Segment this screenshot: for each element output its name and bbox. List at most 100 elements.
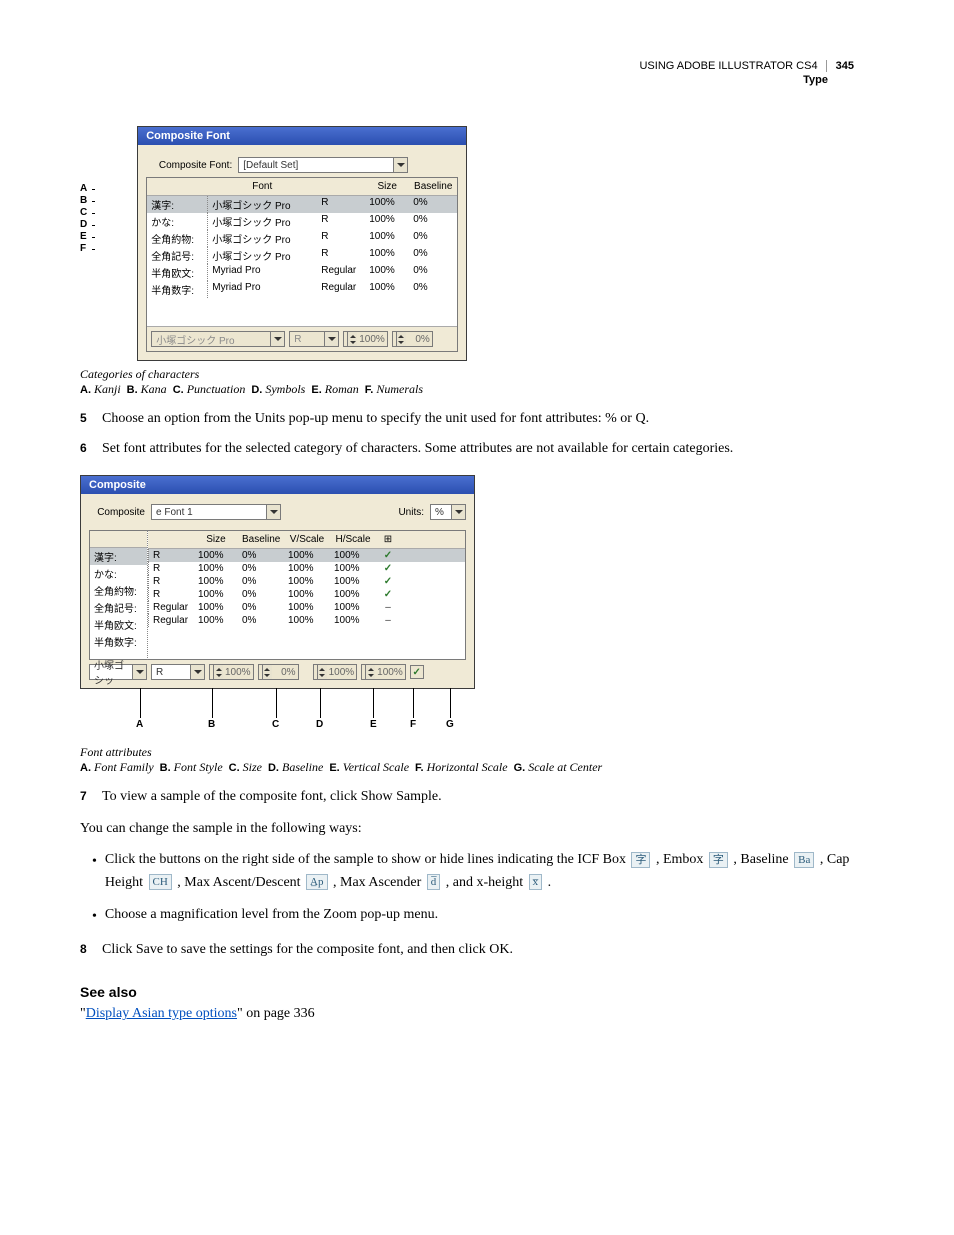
spinner-up-icon[interactable] — [213, 665, 223, 672]
table-row[interactable]: R100%0%100%100%✓ — [148, 562, 465, 575]
spinner-up-icon[interactable] — [365, 665, 375, 672]
caption1: Categories of characters A. Kanji B. Kan… — [80, 367, 874, 397]
vscale-cell: 100% — [284, 601, 330, 614]
hscale-cell: 100% — [330, 614, 376, 627]
spinner-up-icon[interactable] — [262, 665, 272, 672]
composite-font-combo-2[interactable]: e Font 1 — [151, 504, 281, 520]
size-cell: 100% — [365, 247, 409, 264]
scale-center-cell: ✓ — [376, 549, 400, 562]
category-cell[interactable]: かな: — [90, 565, 147, 582]
chevron-down-icon[interactable] — [190, 665, 204, 679]
spinner-down-icon[interactable] — [396, 339, 406, 346]
scale-center-checkbox[interactable]: ✓ — [410, 665, 424, 679]
step-8: 8 Click Save to save the settings for th… — [80, 942, 874, 958]
chevron-down-icon[interactable] — [266, 505, 280, 519]
callout2-g: G — [446, 719, 454, 730]
callout2-f: F — [410, 719, 416, 730]
scale-center-cell: ✓ — [376, 575, 400, 588]
size-cell: 100% — [365, 230, 409, 247]
table-row[interactable]: 半角欧文:Myriad ProRegular100%0% — [147, 264, 457, 281]
spinner-up-icon[interactable] — [317, 665, 327, 672]
bullet2-text: Choose a magnification level from the Zo… — [105, 904, 438, 928]
col-baseline: Baseline — [409, 180, 457, 193]
category-cell: 半角欧文: — [147, 264, 207, 281]
grid2-left-categories: 漢字:かな:全角約物:全角記号:半角欧文:半角数字: — [89, 530, 147, 660]
category-cell: 全角約物: — [147, 230, 207, 247]
size-cell: 100% — [365, 213, 409, 230]
size-cell: 100% — [194, 562, 238, 575]
category-cell[interactable]: 半角欧文: — [90, 616, 147, 633]
font-style-combo-2[interactable]: R — [151, 664, 205, 680]
composite-label: Composite — [89, 507, 145, 518]
scale-center-cell: ✓ — [376, 562, 400, 575]
callout2-c: C — [272, 719, 279, 730]
style-cell: R — [148, 562, 194, 575]
composite-font-combo[interactable]: [Default Set] — [238, 157, 408, 173]
table-row[interactable]: かな:小塚ゴシック ProR100%0% — [147, 213, 457, 230]
category-cell[interactable]: 全角約物: — [90, 582, 147, 599]
table-row[interactable]: R100%0%100%100%✓ — [148, 549, 465, 562]
table-row[interactable]: 全角記号:小塚ゴシック ProR100%0% — [147, 247, 457, 264]
spinner-down-icon[interactable] — [365, 672, 375, 679]
see-also-link[interactable]: Display Asian type options — [86, 1006, 237, 1021]
baseline-spinner[interactable]: 0% — [392, 331, 433, 347]
category-cell[interactable]: 半角数字: — [90, 633, 147, 650]
baseline-spinner-2[interactable]: 0% — [258, 664, 299, 680]
font-style-combo[interactable]: R — [289, 331, 339, 347]
body-paragraph-1: You can change the sample in the followi… — [80, 819, 874, 839]
callout-a: A — [80, 183, 87, 195]
baseline-cell: 0% — [238, 588, 284, 601]
spinner-down-icon[interactable] — [213, 672, 223, 679]
font-family-combo[interactable]: 小塚ゴシック Pro — [151, 331, 285, 347]
step-6: 6 Set font attributes for the selected c… — [80, 441, 874, 457]
header-section: Type — [80, 74, 854, 86]
fig2-callouts: A B C D E F G — [80, 689, 475, 739]
table-row[interactable]: Regular100%0%100%100%– — [148, 614, 465, 627]
bullet-1: • Click the buttons on the right side of… — [92, 849, 874, 894]
grid2-main: Size Baseline V/Scale H/Scale ⊞ R100%0%1… — [147, 530, 466, 660]
grid1-body: 漢字:小塚ゴシック ProR100%0%かな:小塚ゴシック ProR100%0%… — [147, 196, 457, 326]
chevron-down-icon[interactable] — [324, 332, 338, 346]
category-cell[interactable]: 漢字: — [90, 548, 147, 565]
hscale-spinner[interactable]: 100% — [361, 664, 406, 680]
spinner-down-icon[interactable] — [262, 672, 272, 679]
grid2-header: Size Baseline V/Scale H/Scale ⊞ — [148, 531, 465, 549]
fig1-callout-letters: A B C D E F — [80, 126, 137, 361]
chevron-down-icon[interactable] — [393, 158, 407, 172]
chevron-down-icon[interactable] — [132, 665, 146, 679]
step-5: 5 Choose an option from the Units pop-up… — [80, 411, 874, 427]
table-row[interactable]: 半角数字:Myriad ProRegular100%0% — [147, 281, 457, 298]
size-spinner-2[interactable]: 100% — [209, 664, 254, 680]
bullet-icon: • — [92, 849, 97, 894]
units-combo[interactable]: % — [430, 504, 466, 520]
size-spinner[interactable]: 100% — [343, 331, 388, 347]
spinner-up-icon[interactable] — [347, 332, 357, 339]
baseline-cell: 0% — [238, 614, 284, 627]
hscale-cell: 100% — [330, 601, 376, 614]
table-row[interactable]: 全角約物:小塚ゴシック ProR100%0% — [147, 230, 457, 247]
table-row[interactable]: 漢字:小塚ゴシック ProR100%0% — [147, 196, 457, 213]
chevron-down-icon[interactable] — [451, 505, 465, 519]
table-row[interactable]: R100%0%100%100%✓ — [148, 588, 465, 601]
callout2-b: B — [208, 719, 215, 730]
category-cell[interactable]: 全角記号: — [90, 599, 147, 616]
table-row[interactable]: Regular100%0%100%100%– — [148, 601, 465, 614]
font-family-combo-2[interactable]: 小塚ゴシッ — [89, 664, 147, 680]
callout2-a: A — [136, 719, 143, 730]
chevron-down-icon[interactable] — [270, 332, 284, 346]
max-ascender-icon: d̅ — [427, 874, 441, 890]
caption1-key: A. Kanji B. Kana C. Punctuation D. Symbo… — [80, 382, 874, 397]
table-row[interactable]: R100%0%100%100%✓ — [148, 575, 465, 588]
style-cell: Regular — [317, 281, 365, 298]
baseline-cell: 0% — [409, 247, 457, 264]
spinner-down-icon[interactable] — [347, 339, 357, 346]
scale-center-cell: – — [376, 601, 400, 614]
header-title: USING ADOBE ILLUSTRATOR CS4 — [639, 60, 826, 72]
style-cell: Regular — [148, 614, 194, 627]
step6-num: 6 — [80, 441, 92, 457]
vscale-spinner[interactable]: 100% — [313, 664, 358, 680]
size-cell: 100% — [365, 281, 409, 298]
spinner-up-icon[interactable] — [396, 332, 406, 339]
hscale-cell: 100% — [330, 562, 376, 575]
spinner-down-icon[interactable] — [317, 672, 327, 679]
